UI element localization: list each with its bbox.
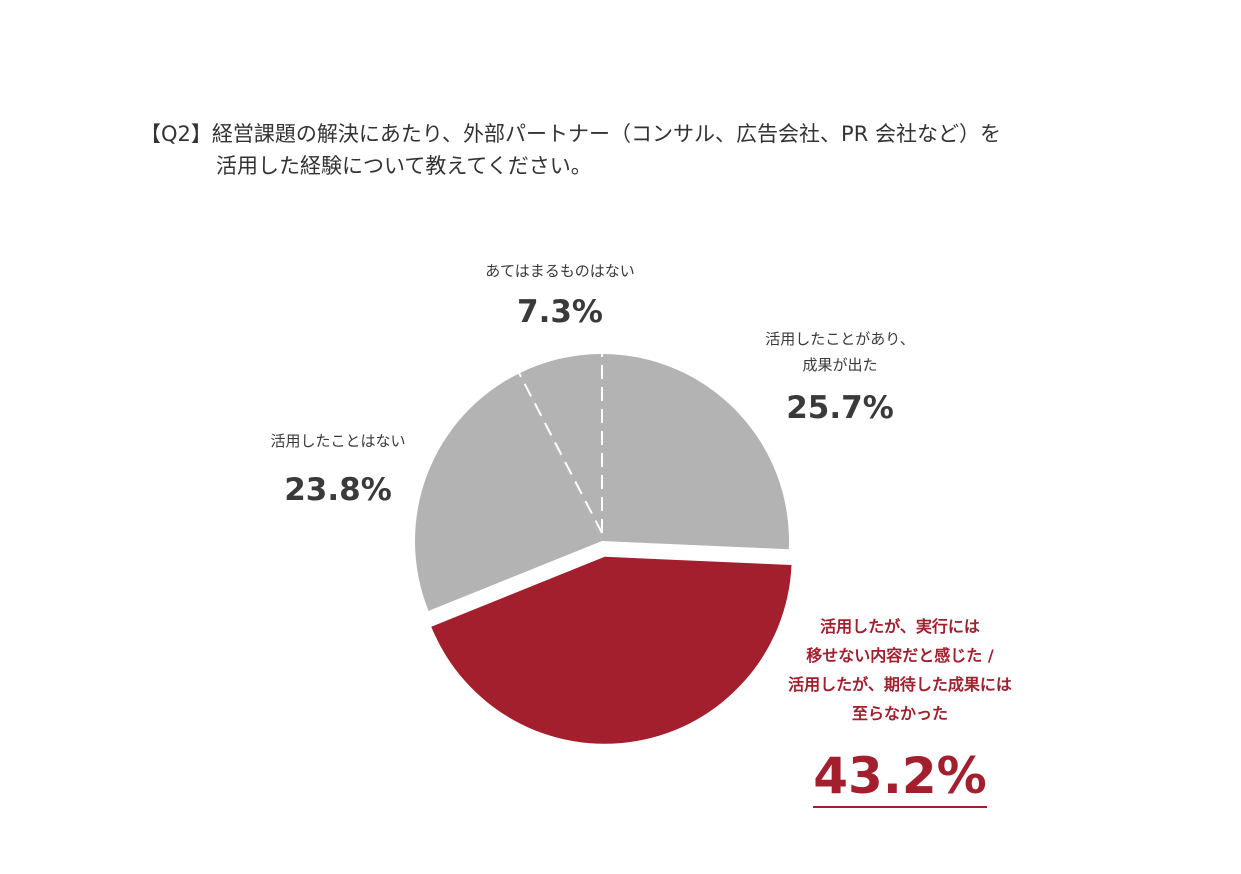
pie-slice-result	[602, 354, 789, 550]
slice-name: 活用したが、実行には 移せない内容だと感じた / 活用したが、期待した成果には …	[788, 617, 1012, 723]
slice-name: あてはまるものはない	[485, 262, 635, 280]
question-text: 【Q2】経営課題の解決にあたり、外部パートナー（コンサル、広告会社、PR 会社な…	[140, 118, 1140, 182]
slice-value: 23.8%	[284, 472, 392, 508]
slice-label-never-used: 活用したことはない 23.8%	[218, 428, 458, 510]
slice-name: 活用したことはない	[270, 432, 406, 450]
slice-label-not-implemented: 活用したが、実行には 移せない内容だと感じた / 活用したが、期待した成果には …	[760, 612, 1040, 808]
pie-slice-not-implemented	[431, 556, 792, 744]
slice-name: 活用したことがあり、 成果が出た	[765, 330, 915, 374]
slice-label-result: 活用したことがあり、 成果が出た 25.7%	[720, 326, 960, 428]
slice-value: 43.2%	[813, 748, 987, 808]
question-line-1: 【Q2】経営課題の解決にあたり、外部パートナー（コンサル、広告会社、PR 会社な…	[140, 122, 1001, 146]
slice-label-no-applicable: あてはまるものはない 7.3%	[440, 258, 680, 332]
slice-value: 7.3%	[517, 294, 603, 330]
pie-slice-no-applicable	[519, 354, 602, 541]
slice-value: 25.7%	[786, 390, 894, 426]
pie-slice-never-used	[415, 373, 602, 611]
question-line-2: 活用した経験について教えてください。	[216, 154, 592, 178]
pie-divider-dashed	[518, 372, 603, 534]
